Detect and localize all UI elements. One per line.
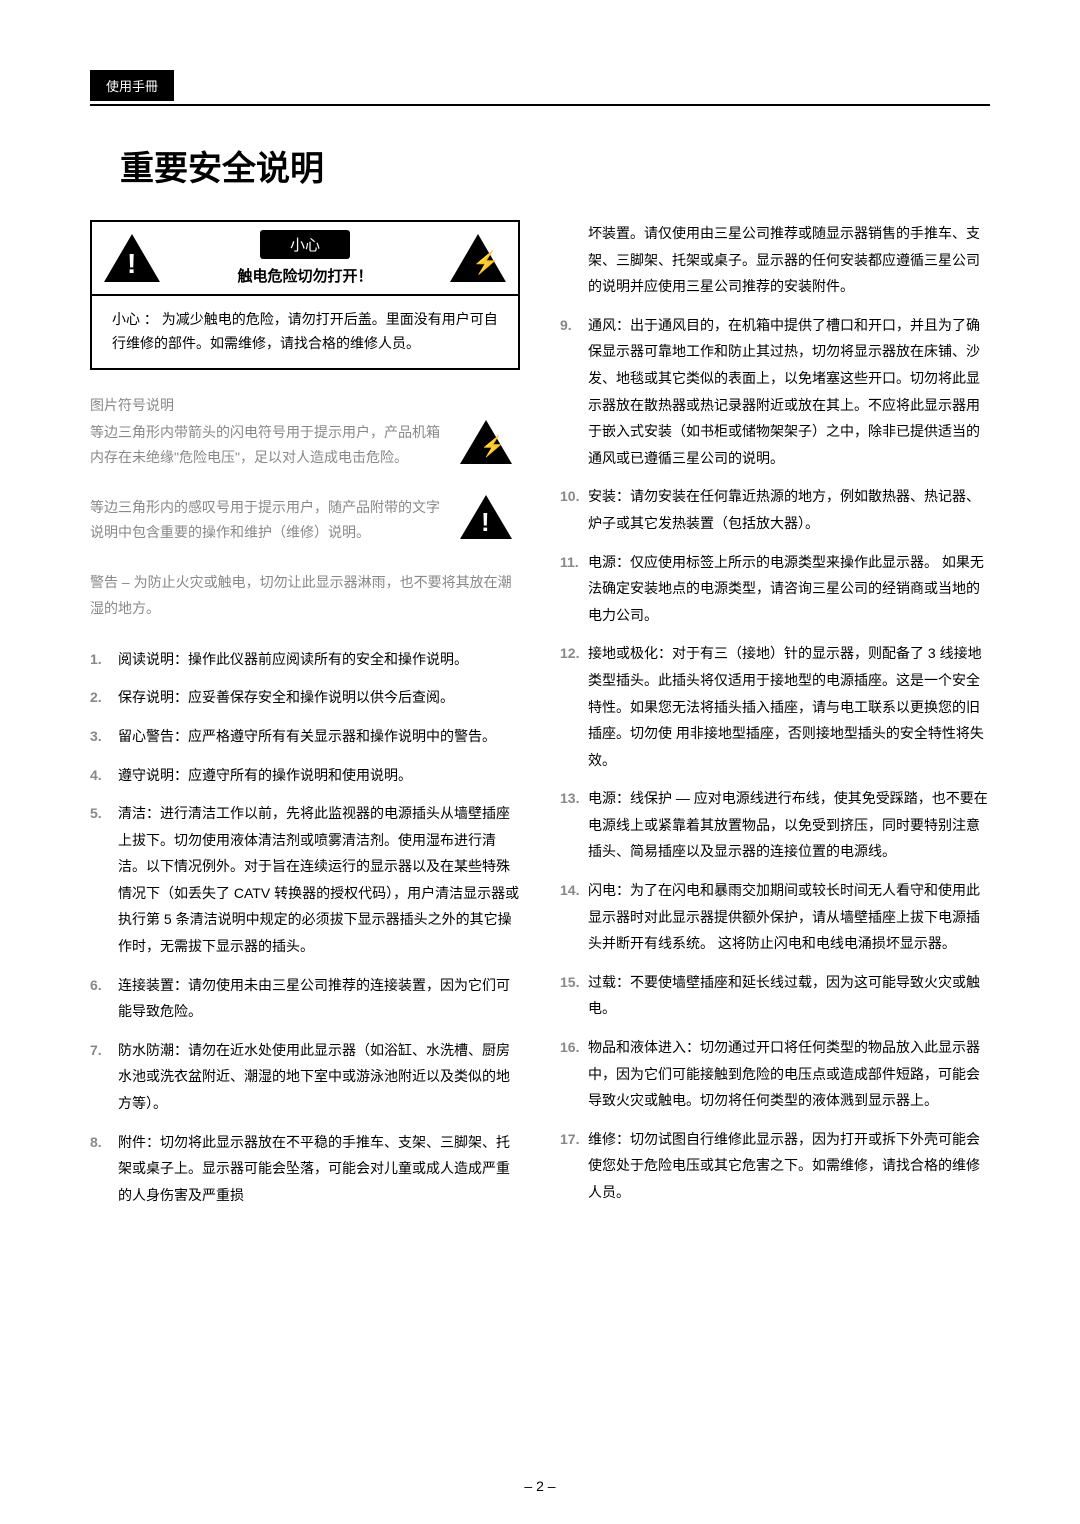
instruction-text: 安装：请勿安装在任何靠近热源的地方，例如散热器、热记器、炉子或其它发热装置（包括… [588, 483, 990, 536]
caution-top-row: ! 小心 触电危险切勿打开！ ⚡ [92, 222, 518, 296]
exclaim-icon-wrapper: ! [460, 495, 520, 539]
lightning-glyph: ⚡ [480, 434, 505, 459]
instruction-text: 清洁：进行清洁工作以前，先将此监视器的电源插头从墙壁插座上拔下。切勿使用液体清洁… [118, 800, 520, 960]
bolt-triangle-cell: ⚡ [438, 222, 518, 294]
instruction-number: 17. [560, 1126, 588, 1206]
instruction-text: 附件：切勿将此显示器放在不平稳的手推车、支架、三脚架、托架或桌子上。显示器可能会… [118, 1129, 520, 1209]
instruction-item: 2.保存说明：应妥善保存安全和操作说明以供今后查阅。 [90, 684, 520, 711]
bolt-glyph: ⚡ [472, 250, 499, 276]
instruction-item: 7.防水防潮：请勿在近水处使用此显示器（如浴缸、水洗槽、厨房水池或洗衣盆附近、潮… [90, 1037, 520, 1117]
general-warning-label: 警告 – [90, 574, 134, 590]
instruction-number: 10. [560, 483, 588, 536]
instruction-text: 电源：仅应使用标签上所示的电源类型来操作此显示器。 如果无法确定安装地点的电源类… [588, 549, 990, 629]
instruction-text: 通风：出于通风目的，在机箱中提供了槽口和开口，并且为了确保显示器可靠地工作和防止… [588, 312, 990, 472]
instruction-text: 物品和液体进入：切勿通过开口将任何类型的物品放入此显示器中，因为它们可能接触到危… [588, 1034, 990, 1114]
instruction-item: 3.留心警告：应严格遵守所有有关显示器和操作说明中的警告。 [90, 723, 520, 750]
page-title: 重要安全说明 [90, 141, 990, 190]
lightning-desc-row: 等边三角形内带箭头的闪电符号用于提示用户，产品机箱内存在未绝缘"危险电压"，足以… [90, 420, 520, 470]
instruction-number: 6. [90, 972, 118, 1025]
instruction-item: 9.通风：出于通风目的，在机箱中提供了槽口和开口，并且为了确保显示器可靠地工作和… [560, 312, 990, 472]
instruction-number: 11. [560, 549, 588, 629]
caution-box: ! 小心 触电危险切勿打开！ ⚡ 小心 ： 为减少触电的危险，请勿打开后盖。里面… [90, 220, 520, 370]
instruction-number: 8. [90, 1129, 118, 1209]
instruction-item: 15.过载：不要使墙壁插座和延长线过载，因为这可能导致火灾或触电。 [560, 969, 990, 1022]
instruction-item: 5.清洁：进行清洁工作以前，先将此监视器的电源插头从墙壁插座上拔下。切勿使用液体… [90, 800, 520, 960]
instruction-number: 9. [560, 312, 588, 472]
instruction-item: 6.连接装置：请勿使用未由三星公司推荐的连接装置，因为它们可能导致危险。 [90, 972, 520, 1025]
page-number: – 2 – [524, 1478, 555, 1494]
exclaim-triangle-cell: ! [92, 222, 172, 294]
exclaim-glyph: ! [127, 248, 136, 280]
exclaim-desc-row: 等边三角形内的感叹号用于提示用户，随产品附带的文字说明中包含重要的操作和维护（维… [90, 495, 520, 545]
shock-warning-text: 触电危险切勿打开！ [237, 265, 372, 286]
caution-bottom-label: 小心 ： [112, 311, 158, 327]
right-column: 坏装置。请仅使用由三星公司推荐或随显示器销售的手推车、支架、三脚架、托架或桌子。… [560, 220, 990, 1220]
instruction-text: 过载：不要使墙壁插座和延长线过载，因为这可能导致火灾或触电。 [588, 969, 990, 1022]
instruction-text: 保存说明：应妥善保存安全和操作说明以供今后查阅。 [118, 684, 520, 711]
instruction-item: 11.电源：仅应使用标签上所示的电源类型来操作此显示器。 如果无法确定安装地点的… [560, 549, 990, 629]
continuation-body: 坏装置。请仅使用由三星公司推荐或随显示器销售的手推车、支架、三脚架、托架或桌子。… [588, 220, 990, 300]
instruction-item: 10.安装：请勿安装在任何靠近热源的地方，例如散热器、热记器、炉子或其它发热装置… [560, 483, 990, 536]
instruction-item: 14.闪电：为了在闪电和暴雨交加期间或较长时间无人看守和使用此显示器时对此显示器… [560, 877, 990, 957]
exclaim-triangle-icon-small: ! [460, 495, 512, 539]
instruction-text: 遵守说明：应遵守所有的操作说明和使用说明。 [118, 762, 520, 789]
instruction-number: 5. [90, 800, 118, 960]
instruction-text: 留心警告：应严格遵守所有有关显示器和操作说明中的警告。 [118, 723, 520, 750]
caution-bottom-body: 为减少触电的危险，请勿打开后盖。里面没有用户可自行维修的部件。如需维修，请找合格… [112, 311, 498, 351]
caution-center: 小心 触电危险切勿打开！ [172, 222, 438, 294]
instruction-item: 16.物品和液体进入：切勿通过开口将任何类型的物品放入此显示器中，因为它们可能接… [560, 1034, 990, 1114]
instruction-number: 12. [560, 640, 588, 773]
instruction-number: 4. [90, 762, 118, 789]
content-columns: ! 小心 触电危险切勿打开！ ⚡ 小心 ： 为减少触电的危险，请勿打开后盖。里面… [90, 220, 990, 1220]
exclaim-triangle-icon: ! [104, 234, 160, 282]
general-warning-text: 为防止火灾或触电，切勿让此显示器淋雨，也不要将其放在潮湿的地方。 [90, 574, 512, 615]
instruction-number: 13. [560, 785, 588, 865]
lightning-triangle-icon: ⚡ [460, 420, 512, 464]
bolt-triangle-icon: ⚡ [450, 234, 506, 282]
instruction-text: 防水防潮：请勿在近水处使用此显示器（如浴缸、水洗槽、厨房水池或洗衣盆附近、潮湿的… [118, 1037, 520, 1117]
left-column: ! 小心 触电危险切勿打开！ ⚡ 小心 ： 为减少触电的危险，请勿打开后盖。里面… [90, 220, 520, 1220]
instruction-list-left: 1.阅读说明：操作此仪器前应阅读所有的安全和操作说明。2.保存说明：应妥善保存安… [90, 646, 520, 1209]
header-label: 使用手冊 [90, 70, 174, 101]
instruction-list-right: 9.通风：出于通风目的，在机箱中提供了槽口和开口，并且为了确保显示器可靠地工作和… [560, 312, 990, 1206]
instruction-number: 15. [560, 969, 588, 1022]
instruction-text: 电源：线保护 — 应对电源线进行布线，使其免受踩踏，也不要在电源线上或紧靠着其放… [588, 785, 990, 865]
lightning-desc-text: 等边三角形内带箭头的闪电符号用于提示用户，产品机箱内存在未绝缘"危险电压"，足以… [90, 420, 445, 470]
header-divider [90, 104, 990, 106]
instruction-item: 13.电源：线保护 — 应对电源线进行布线，使其免受踩踏，也不要在电源线上或紧靠… [560, 785, 990, 865]
instruction-item: 4.遵守说明：应遵守所有的操作说明和使用说明。 [90, 762, 520, 789]
lightning-icon-wrapper: ⚡ [460, 420, 520, 464]
instruction-text: 维修：切勿试图自行维修此显示器，因为打开或拆下外壳可能会使您处于危险电压或其它危… [588, 1126, 990, 1206]
instruction-number: 14. [560, 877, 588, 957]
instruction-text: 接地或极化：对于有三（接地）针的显示器，则配备了 3 线接地类型插头。此插头将仅… [588, 640, 990, 773]
instruction-text: 阅读说明：操作此仪器前应阅读所有的安全和操作说明。 [118, 646, 520, 673]
general-warning: 警告 – 为防止火灾或触电，切勿让此显示器淋雨，也不要将其放在潮湿的地方。 [90, 570, 520, 620]
instruction-number: 7. [90, 1037, 118, 1117]
caution-label: 小心 [260, 230, 350, 259]
instruction-item: 8.附件：切勿将此显示器放在不平稳的手推车、支架、三脚架、托架或桌子上。显示器可… [90, 1129, 520, 1209]
exclaim-desc-text: 等边三角形内的感叹号用于提示用户，随产品附带的文字说明中包含重要的操作和维护（维… [90, 495, 445, 545]
instruction-item: 17.维修：切勿试图自行维修此显示器，因为打开或拆下外壳可能会使您处于危险电压或… [560, 1126, 990, 1206]
instruction-text: 连接装置：请勿使用未由三星公司推荐的连接装置，因为它们可能导致危险。 [118, 972, 520, 1025]
instruction-text: 闪电：为了在闪电和暴雨交加期间或较长时间无人看守和使用此显示器时对此显示器提供额… [588, 877, 990, 957]
caution-bottom-text: 小心 ： 为减少触电的危险，请勿打开后盖。里面没有用户可自行维修的部件。如需维修… [92, 296, 518, 368]
instruction-item: 1.阅读说明：操作此仪器前应阅读所有的安全和操作说明。 [90, 646, 520, 673]
continuation-spacer [560, 220, 588, 300]
exclaim-glyph-small: ! [481, 507, 490, 538]
instruction-number: 2. [90, 684, 118, 711]
continuation-text: 坏装置。请仅使用由三星公司推荐或随显示器销售的手推车、支架、三脚架、托架或桌子。… [560, 220, 990, 300]
instruction-item: 12.接地或极化：对于有三（接地）针的显示器，则配备了 3 线接地类型插头。此插… [560, 640, 990, 773]
icon-section-label: 图片符号说明 [90, 395, 520, 415]
instruction-number: 1. [90, 646, 118, 673]
instruction-number: 16. [560, 1034, 588, 1114]
instruction-number: 3. [90, 723, 118, 750]
